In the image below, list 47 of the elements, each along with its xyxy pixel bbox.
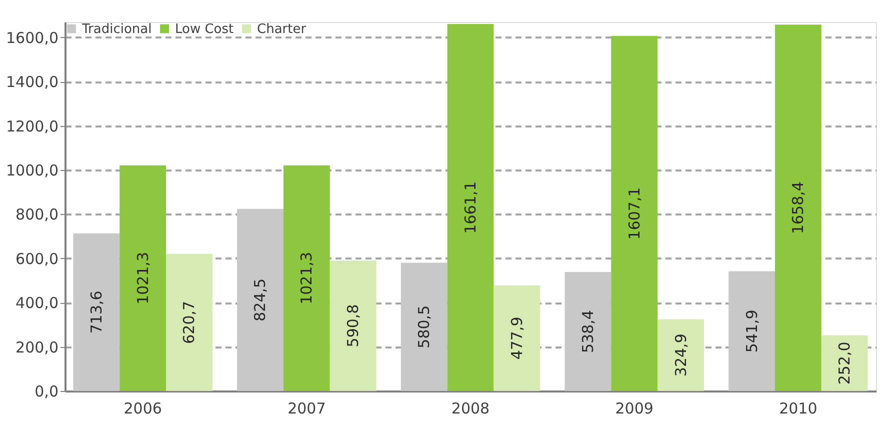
legend-label: Low Cost: [175, 22, 234, 37]
data-label: 713,6: [87, 290, 106, 334]
data-label: 620,7: [180, 300, 198, 344]
bar: [283, 165, 330, 391]
bar: [821, 335, 868, 391]
bar: [447, 24, 494, 391]
data-label: 824,5: [251, 278, 270, 322]
data-label: 541,9: [742, 310, 761, 353]
y-tick-label: 1400,0: [6, 73, 58, 92]
data-label: 1661,1: [462, 181, 480, 234]
data-label: 477,9: [508, 316, 526, 360]
y-tick-label: 800,0: [16, 206, 58, 224]
bar: [611, 36, 658, 391]
bar: [774, 24, 822, 391]
bar: [728, 271, 775, 391]
x-tick-label: 2010: [779, 400, 818, 418]
data-label: 1021,3: [134, 252, 152, 304]
y-tick-label: 200,0: [16, 338, 58, 356]
bar: [73, 233, 120, 391]
x-tick-label: 2009: [615, 400, 654, 418]
data-label: 1021,3: [298, 252, 316, 304]
bar: [494, 285, 540, 391]
bar: [400, 262, 448, 391]
x-tick-label: 2007: [288, 400, 326, 418]
y-tick-label: 400,0: [16, 294, 58, 312]
x-tick-label: 2008: [451, 400, 490, 418]
bar: [330, 260, 376, 391]
bar: [120, 165, 166, 391]
data-label: 580,5: [415, 305, 434, 348]
bar: [237, 208, 284, 391]
x-tick-label: 2006: [124, 400, 162, 418]
y-tick-label: 1000,0: [6, 162, 58, 180]
bar: [658, 319, 704, 391]
y-tick-label: 600,0: [16, 250, 58, 268]
y-tick-label: 1200,0: [6, 117, 58, 136]
legend-label: Charter: [257, 22, 307, 37]
data-label: 1607,1: [625, 187, 644, 240]
y-tick-label: 1600,0: [6, 28, 58, 47]
legend-label: Tradicional: [81, 22, 152, 37]
data-label: 1658,4: [789, 182, 808, 234]
data-label: 538,4: [578, 310, 597, 353]
bar: [166, 254, 212, 391]
bar: [564, 272, 612, 391]
y-tick-label: 0,0: [34, 382, 58, 400]
data-label: 590,8: [344, 304, 362, 348]
data-label: 252,0: [836, 342, 854, 385]
data-label: 324,9: [672, 334, 690, 377]
